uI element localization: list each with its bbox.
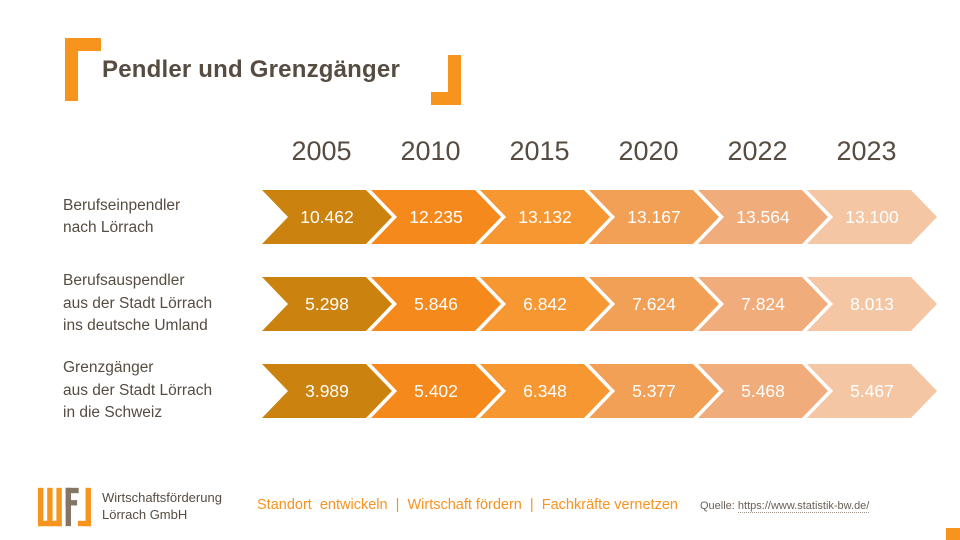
arrow-strip: 5.298 5.846 6.842 7.624 7.824 8.013 [262,277,937,331]
value-label: 6.842 [523,293,567,314]
years-row: 2005 2010 2015 2020 2022 2023 [267,136,921,167]
wfl-logo: Wirtschaftsförderung Lörrach GmbH [38,486,222,528]
arrow-strip: 10.462 12.235 13.132 13.167 13.564 13.100 [262,190,937,244]
footer: Wirtschaftsförderung Lörrach GmbH Stando… [0,480,960,540]
company-line2: Lörrach GmbH [102,507,188,522]
arrow-strip: 3.989 5.402 6.348 5.377 5.468 5.467 [262,364,937,418]
series-label: Berufsauspendler aus der Stadt Lörrach ins… [63,272,213,335]
title-bracket-right-icon [431,55,461,105]
tagline: Standort entwickeln | Wirtschaft fördern… [257,497,678,513]
value-chevron: 10.462 [262,190,392,244]
year-label: 2022 [727,136,788,166]
value-chevron: 8.013 [807,277,937,331]
value-label: 12.235 [409,206,463,227]
value-label: 6.348 [523,380,567,401]
value-label: 5.298 [305,293,349,314]
value-label: 10.462 [300,206,354,227]
company-line1: Wirtschaftsförderung [102,490,222,506]
value-label: 8.013 [850,293,894,314]
year-label: 2010 [400,136,461,166]
source-note: Quelle: https://www.statistik-bw.de/ [700,500,870,513]
series-label: Grenzgänger aus der Stadt Lörrach in die S… [63,359,213,422]
year-label: 2015 [509,136,570,166]
page-title: Pendler und Grenzgänger [102,56,400,83]
wfl-logo-icon [38,487,91,527]
value-label: 13.100 [845,206,899,227]
company-name: Wirtschaftsförderung Lörrach GmbH [102,490,222,524]
series-row: Berufsauspendler aus der Stadt Lörrach ins… [0,272,960,334]
value-chevron: 13.100 [807,190,937,244]
value-label: 3.989 [305,380,349,401]
value-label: 13.564 [736,206,790,227]
title-bracket-left-icon [65,38,101,101]
value-label: 5.467 [850,380,894,401]
value-label: 5.468 [741,380,785,401]
value-label: 13.132 [518,206,572,227]
source-label: Quelle: [700,500,735,512]
corner-accent [946,528,960,540]
value-chevron: 3.989 [262,364,392,418]
year-label: 2020 [618,136,679,166]
year-label: 2005 [291,136,352,166]
year-label: 2023 [836,136,897,166]
value-label: 5.846 [414,293,458,314]
series-label: Berufseinpendler nach Lörrach [63,196,181,236]
source-url: https://www.statistik-bw.de/ [737,500,870,513]
rows: Berufseinpendler nach Lörrach 10.462 12.235… [0,190,960,451]
series-row: Grenzgänger aus der Stadt Lörrach in die S… [0,359,960,421]
value-chevron: 5.298 [262,277,392,331]
value-label: 7.624 [632,293,676,314]
value-label: 13.167 [627,206,681,227]
series-row: Berufseinpendler nach Lörrach 10.462 12.235… [0,190,960,244]
value-label: 5.377 [632,380,676,401]
value-label: 7.824 [741,293,785,314]
value-label: 5.402 [414,380,458,401]
